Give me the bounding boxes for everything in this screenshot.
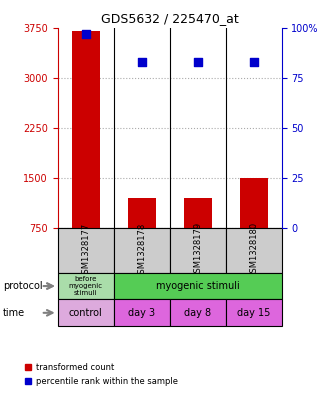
FancyBboxPatch shape — [58, 228, 114, 273]
Text: GSM1328177: GSM1328177 — [81, 222, 90, 279]
Text: myogenic stimuli: myogenic stimuli — [156, 281, 239, 291]
Text: protocol: protocol — [3, 281, 43, 291]
Text: day 3: day 3 — [128, 308, 155, 318]
Point — [251, 59, 256, 65]
FancyBboxPatch shape — [58, 299, 114, 326]
FancyBboxPatch shape — [170, 228, 226, 273]
Text: day 15: day 15 — [237, 308, 270, 318]
Title: GDS5632 / 225470_at: GDS5632 / 225470_at — [101, 12, 238, 25]
Text: before
myogenic
stimuli: before myogenic stimuli — [68, 276, 103, 296]
Bar — [184, 198, 212, 228]
Text: time: time — [3, 308, 25, 318]
Point — [139, 59, 144, 65]
FancyBboxPatch shape — [114, 273, 282, 299]
FancyBboxPatch shape — [226, 228, 282, 273]
Text: GSM1328178: GSM1328178 — [137, 222, 146, 279]
Point — [195, 59, 200, 65]
FancyBboxPatch shape — [114, 228, 170, 273]
FancyBboxPatch shape — [226, 299, 282, 326]
Bar — [128, 198, 156, 228]
Legend: transformed count, percentile rank within the sample: transformed count, percentile rank withi… — [20, 360, 181, 389]
Bar — [72, 31, 100, 228]
Text: day 8: day 8 — [184, 308, 211, 318]
Text: control: control — [69, 308, 102, 318]
FancyBboxPatch shape — [114, 299, 170, 326]
Point — [83, 30, 88, 37]
Text: GSM1328180: GSM1328180 — [249, 222, 258, 279]
Bar — [240, 178, 268, 228]
Text: GSM1328179: GSM1328179 — [193, 222, 202, 279]
FancyBboxPatch shape — [170, 299, 226, 326]
FancyBboxPatch shape — [58, 273, 114, 299]
